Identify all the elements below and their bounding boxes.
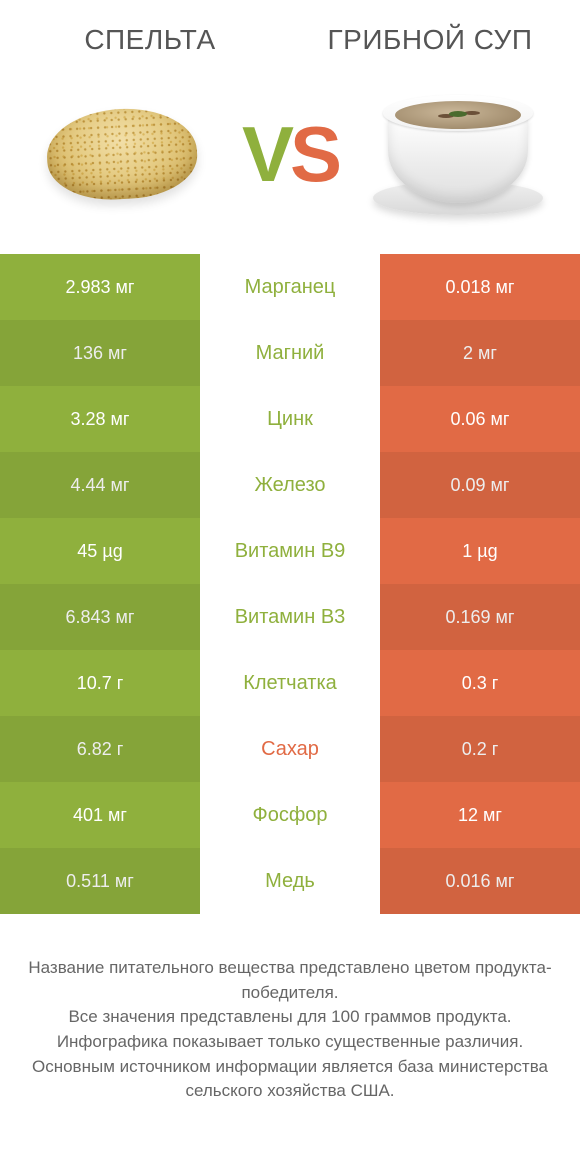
value-left: 10.7 г (0, 650, 200, 716)
nutrient-label: Магний (200, 320, 380, 386)
table-row: 136 мгМагний2 мг (0, 320, 580, 386)
value-left: 6.843 мг (0, 584, 200, 650)
value-left: 2.983 мг (0, 254, 200, 320)
hero-row: VS (0, 56, 580, 254)
value-right: 0.09 мг (380, 452, 580, 518)
product-left-image (37, 84, 207, 224)
footer-line: Все значения представлены для 100 граммо… (26, 1005, 554, 1030)
value-right: 12 мг (380, 782, 580, 848)
title-left: СПЕЛЬТА (10, 24, 290, 56)
value-left: 6.82 г (0, 716, 200, 782)
vs-letter-s: S (290, 110, 338, 198)
value-left: 0.511 мг (0, 848, 200, 914)
grain-pile-icon (45, 105, 200, 203)
value-left: 45 µg (0, 518, 200, 584)
value-right: 0.3 г (380, 650, 580, 716)
vs-badge: VS (242, 109, 338, 200)
table-row: 6.843 мгВитамин B30.169 мг (0, 584, 580, 650)
nutrient-label: Железо (200, 452, 380, 518)
footer-notes: Название питательного вещества представл… (0, 914, 580, 1104)
footer-line: Основным источником информации является … (26, 1055, 554, 1104)
nutrient-label: Фосфор (200, 782, 380, 848)
product-right-image (373, 84, 543, 224)
table-row: 45 µgВитамин B91 µg (0, 518, 580, 584)
table-row: 401 мгФосфор12 мг (0, 782, 580, 848)
table-row: 4.44 мгЖелезо0.09 мг (0, 452, 580, 518)
soup-bowl-icon (373, 89, 543, 219)
value-left: 401 мг (0, 782, 200, 848)
table-row: 2.983 мгМарганец0.018 мг (0, 254, 580, 320)
comparison-table: 2.983 мгМарганец0.018 мг136 мгМагний2 мг… (0, 254, 580, 914)
value-right: 0.06 мг (380, 386, 580, 452)
nutrient-label: Витамин B9 (200, 518, 380, 584)
footer-line: Инфографика показывает только существенн… (26, 1030, 554, 1055)
nutrient-label: Цинк (200, 386, 380, 452)
header: СПЕЛЬТА ГРИБНОЙ СУП (0, 0, 580, 56)
table-row: 3.28 мгЦинк0.06 мг (0, 386, 580, 452)
nutrient-label: Клетчатка (200, 650, 380, 716)
table-row: 10.7 гКлетчатка0.3 г (0, 650, 580, 716)
value-left: 4.44 мг (0, 452, 200, 518)
value-left: 136 мг (0, 320, 200, 386)
value-right: 1 µg (380, 518, 580, 584)
nutrient-label: Сахар (200, 716, 380, 782)
value-right: 0.2 г (380, 716, 580, 782)
value-right: 0.016 мг (380, 848, 580, 914)
table-row: 0.511 мгМедь0.016 мг (0, 848, 580, 914)
footer-line: Название питательного вещества представл… (26, 956, 554, 1005)
nutrient-label: Медь (200, 848, 380, 914)
value-left: 3.28 мг (0, 386, 200, 452)
vs-letter-v: V (242, 110, 290, 198)
value-right: 0.018 мг (380, 254, 580, 320)
nutrient-label: Витамин B3 (200, 584, 380, 650)
title-right: ГРИБНОЙ СУП (290, 24, 570, 56)
value-right: 2 мг (380, 320, 580, 386)
nutrient-label: Марганец (200, 254, 380, 320)
value-right: 0.169 мг (380, 584, 580, 650)
table-row: 6.82 гСахар0.2 г (0, 716, 580, 782)
